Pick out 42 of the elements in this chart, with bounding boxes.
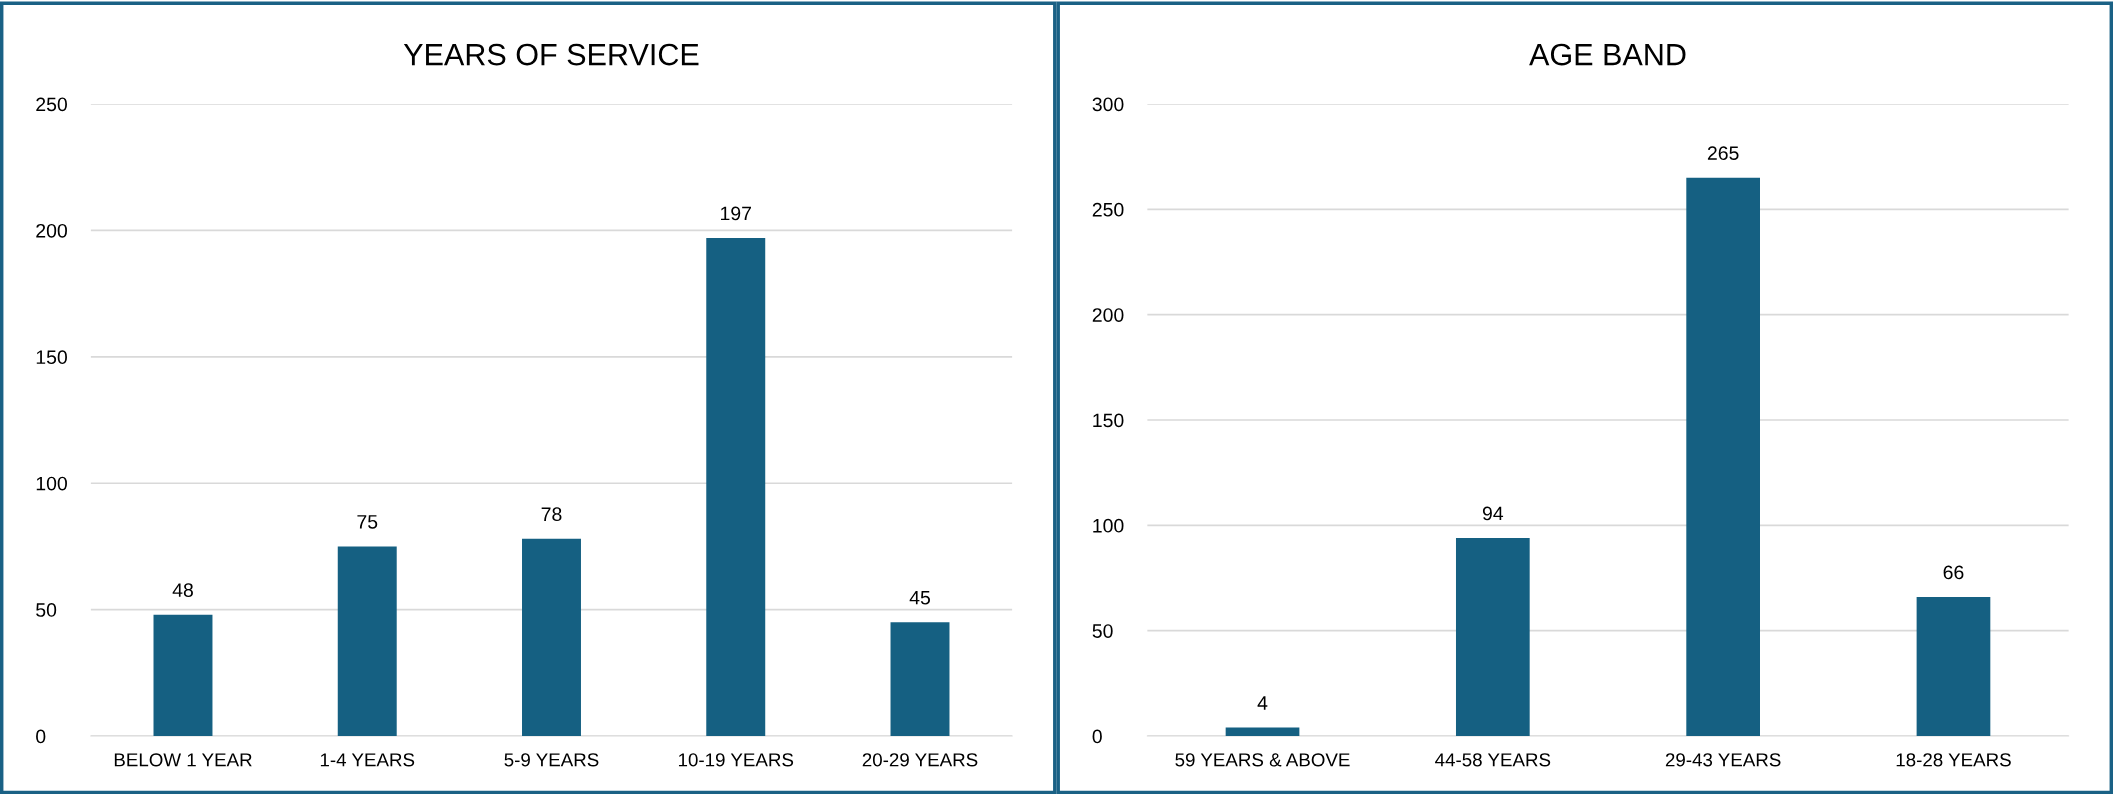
y-tick-label: 200 — [36, 223, 67, 238]
chart-title: AGE BAND — [1529, 43, 1686, 66]
data-label: 78 — [541, 507, 562, 522]
y-tick-label: 100 — [1093, 518, 1124, 533]
y-tick-label: 250 — [36, 97, 67, 112]
bar — [522, 538, 581, 737]
x-tick-label: 59 YEARS & ABOVE — [1175, 753, 1350, 767]
x-tick-label: 20-29 YEARS — [862, 753, 978, 767]
bar — [1455, 538, 1530, 737]
x-tick-label: 44-58 YEARS — [1435, 753, 1551, 767]
y-tick-label: 50 — [1092, 624, 1113, 638]
data-label: 94 — [1482, 506, 1504, 521]
x-tick-label: BELOW 1 YEAR — [114, 753, 252, 767]
y-tick-label: 100 — [36, 476, 67, 491]
data-label: 48 — [172, 583, 193, 597]
x-tick-label: 29-43 YEARS — [1665, 753, 1781, 767]
y-tick-label: 0 — [1092, 729, 1102, 744]
bar — [890, 622, 950, 737]
y-tick-label: 50 — [36, 603, 57, 617]
y-tick-label: 250 — [1092, 202, 1124, 217]
x-tick-label: 1-4 YEARS — [320, 753, 415, 767]
x-tick-label: 5-9 YEARS — [504, 753, 599, 767]
data-label: 45 — [909, 590, 930, 605]
data-label: 197 — [721, 206, 751, 221]
y-tick-label: 150 — [36, 350, 67, 365]
bar — [337, 546, 397, 737]
bar — [153, 614, 213, 737]
y-tick-label: 300 — [1092, 97, 1124, 112]
bar — [1686, 177, 1760, 737]
data-label: 66 — [1943, 565, 1964, 580]
bar — [1916, 596, 1991, 737]
x-tick-label: 10-19 YEARS — [678, 753, 794, 767]
data-label: 265 — [1707, 146, 1739, 161]
data-label: 4 — [1257, 696, 1268, 710]
data-label: 75 — [357, 515, 378, 529]
x-tick-label: 18-28 YEARS — [1896, 753, 2011, 767]
bar — [706, 238, 766, 737]
y-tick-label: 150 — [1093, 413, 1124, 428]
y-tick-label: 0 — [36, 729, 46, 744]
bar — [1225, 727, 1300, 737]
chart-title: YEARS OF SERVICE — [403, 43, 699, 66]
y-tick-label: 200 — [1092, 308, 1124, 322]
